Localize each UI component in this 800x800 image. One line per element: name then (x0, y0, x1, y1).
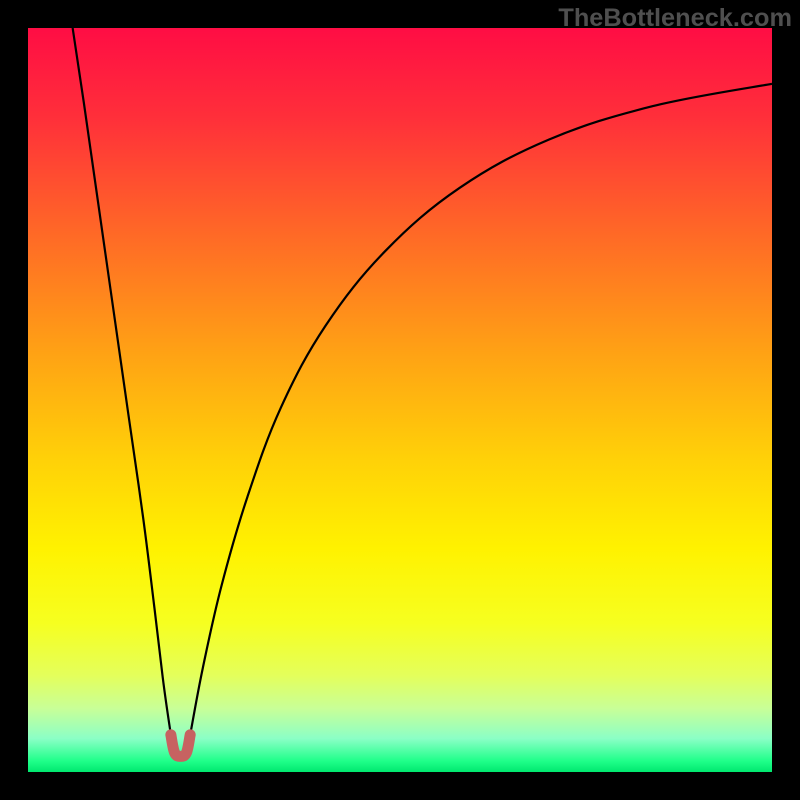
bottleneck-chart (0, 0, 800, 800)
gradient-background (28, 28, 772, 772)
chart-root: TheBottleneck.com (0, 0, 800, 800)
